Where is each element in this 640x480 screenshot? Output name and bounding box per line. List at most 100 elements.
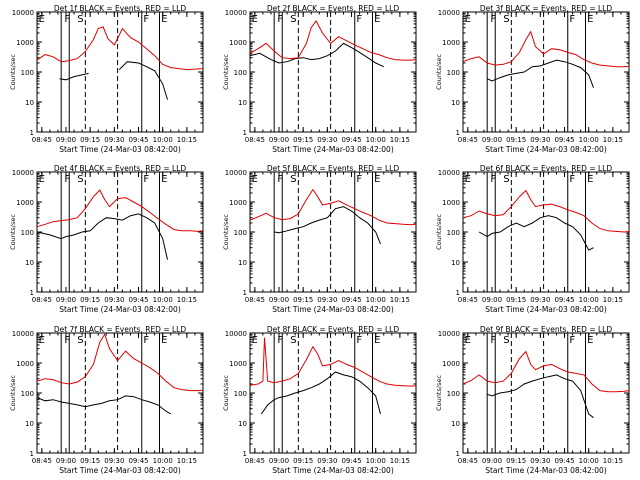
y-tick-label: 100 bbox=[21, 229, 34, 237]
interval-marker-label: F bbox=[64, 335, 70, 346]
series-line-lld bbox=[462, 30, 630, 68]
series-line-events bbox=[249, 42, 385, 68]
interval-marker-label: E bbox=[465, 335, 471, 346]
y-tick-label: 1 bbox=[456, 129, 460, 137]
x-tick-label: 10:00 bbox=[366, 457, 386, 465]
interval-marker-label: F bbox=[356, 174, 362, 185]
interval-marker-label: E bbox=[465, 174, 471, 185]
interval-marker-label: E bbox=[587, 14, 593, 25]
plot-frame bbox=[462, 11, 630, 133]
y-axis-title: Counts/sec bbox=[9, 54, 17, 90]
panel-title: Det 3f BLACK = Events, RED = LLD bbox=[480, 4, 613, 13]
x-tick-label: 10:00 bbox=[153, 136, 173, 144]
interval-marker-label: S bbox=[290, 335, 296, 346]
x-tick-label: 09:45 bbox=[341, 457, 361, 465]
y-tick-label: 100 bbox=[234, 229, 247, 237]
y-tick-label: 10 bbox=[238, 259, 247, 267]
y-axis-title: Counts/sec bbox=[435, 54, 443, 90]
y-tick-label: 1000 bbox=[229, 199, 247, 207]
y-tick-label: 1 bbox=[243, 289, 247, 297]
y-tick-label: 10 bbox=[451, 420, 460, 428]
x-tick-label: 10:00 bbox=[579, 136, 599, 144]
y-tick-label: 100 bbox=[447, 390, 460, 398]
interval-marker-label: E bbox=[374, 335, 380, 346]
x-tick-label: 09:30 bbox=[530, 136, 550, 144]
panel-title: Det 1f BLACK = Events, RED = LLD bbox=[54, 4, 187, 13]
interval-marker-label: F bbox=[356, 335, 362, 346]
interval-marker-label: E bbox=[161, 14, 167, 25]
x-tick-label: 08:45 bbox=[245, 457, 265, 465]
x-axis-title: Start Time (24-Mar-03 08:42:00) bbox=[485, 466, 607, 475]
series-line-events bbox=[478, 215, 594, 251]
interval-marker-label: S bbox=[77, 14, 83, 25]
series-line-lld bbox=[462, 189, 630, 233]
x-tick-label: 09:45 bbox=[128, 136, 148, 144]
interval-marker-label: F bbox=[490, 174, 496, 185]
y-tick-label: 1000 bbox=[16, 39, 34, 47]
interval-marker-label: F bbox=[143, 174, 149, 185]
x-tick-label: 09:45 bbox=[341, 296, 361, 304]
x-tick-label: 09:30 bbox=[317, 296, 337, 304]
x-axis-title: Start Time (24-Mar-03 08:42:00) bbox=[272, 145, 394, 154]
panel-title: Det 4f BLACK = Events, RED = LLD bbox=[54, 164, 187, 173]
y-tick-label: 10 bbox=[451, 259, 460, 267]
interval-marker-label: F bbox=[277, 335, 283, 346]
x-tick-label: 08:45 bbox=[32, 296, 52, 304]
x-tick-label: 10:15 bbox=[603, 136, 623, 144]
y-tick-label: 10000 bbox=[438, 9, 460, 17]
x-tick-label: 10:15 bbox=[390, 296, 410, 304]
x-tick-label: 10:00 bbox=[153, 457, 173, 465]
series-line-lld bbox=[36, 333, 204, 392]
x-tick-label: 08:45 bbox=[245, 136, 265, 144]
y-tick-label: 1000 bbox=[16, 360, 34, 368]
x-tick-label: 09:00 bbox=[269, 136, 289, 144]
y-tick-label: 100 bbox=[234, 69, 247, 77]
series-line-events bbox=[36, 395, 172, 415]
interval-marker-label: S bbox=[290, 14, 296, 25]
x-tick-label: 09:45 bbox=[554, 296, 574, 304]
y-tick-label: 100 bbox=[234, 390, 247, 398]
y-tick-label: 10000 bbox=[12, 9, 34, 17]
interval-marker-label: F bbox=[143, 335, 149, 346]
interval-marker-label: F bbox=[569, 174, 575, 185]
interval-marker-label: E bbox=[587, 174, 593, 185]
x-tick-label: 09:15 bbox=[80, 136, 100, 144]
x-tick-label: 08:45 bbox=[458, 457, 478, 465]
interval-marker-label: S bbox=[290, 174, 296, 185]
x-axis-title: Start Time (24-Mar-03 08:42:00) bbox=[485, 145, 607, 154]
y-tick-label: 1 bbox=[243, 450, 247, 458]
series-line-lld bbox=[36, 26, 204, 71]
x-axis-title: Start Time (24-Mar-03 08:42:00) bbox=[59, 145, 181, 154]
x-tick-label: 10:00 bbox=[366, 296, 386, 304]
y-tick-label: 100 bbox=[447, 229, 460, 237]
y-tick-label: 1000 bbox=[442, 39, 460, 47]
x-tick-label: 08:45 bbox=[458, 136, 478, 144]
interval-marker-label: S bbox=[503, 14, 509, 25]
x-tick-label: 10:00 bbox=[366, 136, 386, 144]
x-tick-label: 09:00 bbox=[482, 136, 502, 144]
x-tick-label: 09:45 bbox=[554, 136, 574, 144]
x-tick-label: 09:00 bbox=[269, 296, 289, 304]
x-axis-title: Start Time (24-Mar-03 08:42:00) bbox=[59, 305, 181, 314]
x-tick-label: 09:00 bbox=[269, 457, 289, 465]
interval-marker-label: E bbox=[252, 14, 258, 25]
x-tick-label: 09:30 bbox=[530, 457, 550, 465]
y-tick-label: 10000 bbox=[12, 169, 34, 177]
plot-frame bbox=[462, 171, 630, 293]
y-axis-title: Counts/sec bbox=[222, 54, 230, 90]
y-tick-label: 1 bbox=[243, 129, 247, 137]
y-axis-title: Counts/sec bbox=[9, 375, 17, 411]
x-tick-label: 10:00 bbox=[579, 457, 599, 465]
y-tick-label: 10000 bbox=[225, 169, 247, 177]
interval-marker-label: F bbox=[277, 14, 283, 25]
x-tick-label: 09:30 bbox=[104, 457, 124, 465]
series-line-events bbox=[36, 213, 168, 260]
x-tick-label: 10:00 bbox=[153, 296, 173, 304]
x-axis-title: Start Time (24-Mar-03 08:42:00) bbox=[272, 305, 394, 314]
y-tick-label: 1000 bbox=[442, 360, 460, 368]
y-tick-label: 10000 bbox=[438, 169, 460, 177]
y-axis-title: Counts/sec bbox=[222, 214, 230, 250]
